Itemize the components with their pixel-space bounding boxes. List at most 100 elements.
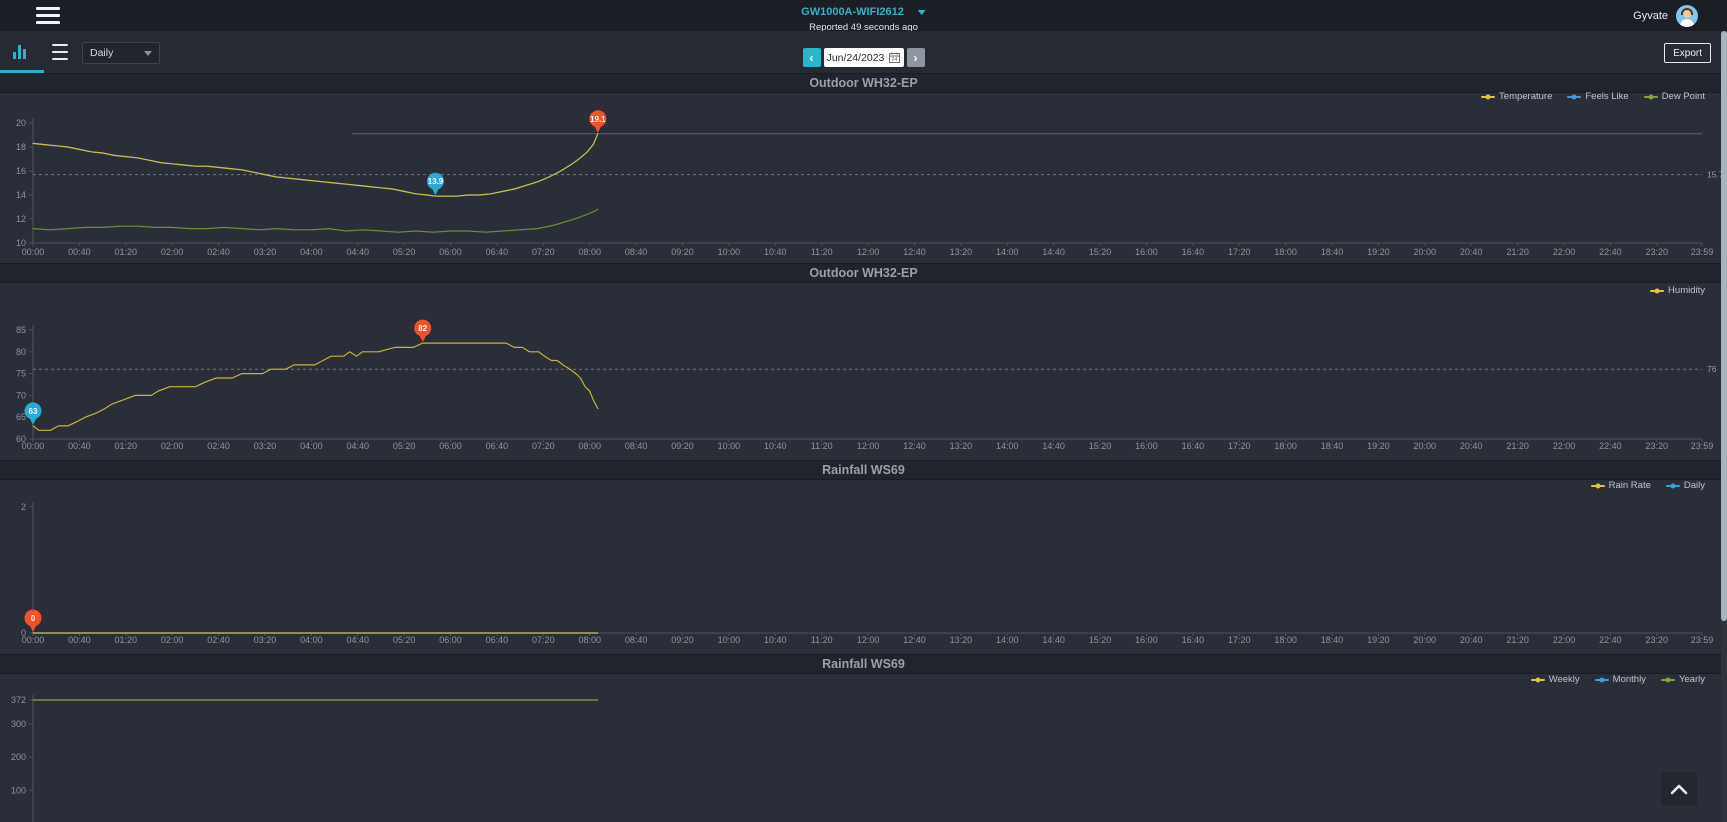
date-input[interactable]: Jun/24/2023 24 — [823, 48, 904, 67]
svg-text:14:40: 14:40 — [1042, 635, 1065, 645]
legend-item-weekly[interactable]: Weekly — [1530, 674, 1580, 685]
chart-title-temperature: Outdoor WH32-EP — [0, 73, 1727, 93]
legend-item-monthly[interactable]: Monthly — [1594, 674, 1646, 685]
period-select-value: Daily — [90, 47, 114, 59]
chart-toolbar: Daily ‹ Jun/24/2023 24 › Export — [0, 31, 1727, 74]
svg-text:02:00: 02:00 — [161, 247, 184, 257]
period-select[interactable]: Daily — [82, 42, 160, 64]
svg-text:16:00: 16:00 — [1135, 247, 1158, 257]
svg-text:11:20: 11:20 — [811, 635, 833, 645]
legend-item-dew-point[interactable]: Dew Point — [1643, 91, 1705, 102]
svg-text:07:20: 07:20 — [532, 635, 555, 645]
svg-text:70: 70 — [16, 390, 26, 400]
user-name[interactable]: Gyvate — [1633, 9, 1668, 22]
svg-text:06:40: 06:40 — [486, 635, 509, 645]
svg-text:04:00: 04:00 — [300, 247, 323, 257]
svg-text:02:40: 02:40 — [207, 441, 230, 451]
pin-max: 0 — [24, 609, 42, 632]
chart-legend: Temperature Feels Like Dew Point — [0, 91, 1705, 102]
svg-text:10:40: 10:40 — [764, 635, 787, 645]
scroll-to-top-button[interactable] — [1661, 772, 1697, 806]
svg-text:18:00: 18:00 — [1274, 247, 1297, 257]
svg-text:00:00: 00:00 — [22, 441, 45, 451]
svg-text:00:00: 00:00 — [22, 635, 45, 645]
svg-text:04:40: 04:40 — [346, 635, 369, 645]
avatar[interactable] — [1676, 4, 1698, 27]
reported-status: Reported 49 seconds ago — [809, 22, 918, 33]
legend-marker — [1481, 94, 1496, 99]
svg-text:11:20: 11:20 — [811, 441, 833, 451]
svg-text:16:40: 16:40 — [1182, 247, 1205, 257]
list-view-button[interactable] — [52, 44, 74, 60]
svg-text:21:20: 21:20 — [1506, 635, 1529, 645]
legend-label: Dew Point — [1661, 91, 1705, 102]
svg-text:16: 16 — [16, 166, 26, 176]
svg-text:20:00: 20:00 — [1414, 247, 1437, 257]
tab-charts[interactable] — [0, 31, 44, 73]
svg-text:10:00: 10:00 — [718, 247, 741, 257]
menu-hamburger-icon[interactable] — [36, 7, 60, 24]
svg-text:16:40: 16:40 — [1182, 441, 1205, 451]
svg-text:63: 63 — [29, 407, 38, 416]
svg-text:06:00: 06:00 — [439, 635, 462, 645]
caret-down-icon — [144, 50, 152, 56]
svg-text:23:59: 23:59 — [1691, 441, 1714, 451]
svg-text:12:40: 12:40 — [903, 441, 926, 451]
svg-text:16:00: 16:00 — [1135, 441, 1158, 451]
legend-marker — [1567, 94, 1582, 99]
svg-text:10:40: 10:40 — [764, 247, 787, 257]
svg-text:09:20: 09:20 — [671, 635, 694, 645]
svg-text:14:00: 14:00 — [996, 635, 1019, 645]
legend-item-feels-like[interactable]: Feels Like — [1567, 91, 1629, 102]
legend-label: Yearly — [1678, 674, 1705, 685]
svg-text:372: 372 — [11, 695, 26, 705]
svg-text:14:40: 14:40 — [1042, 441, 1065, 451]
scrollbar-thumb[interactable] — [1721, 31, 1727, 621]
svg-text:02:40: 02:40 — [207, 635, 230, 645]
svg-text:04:40: 04:40 — [346, 247, 369, 257]
svg-text:06:40: 06:40 — [486, 441, 509, 451]
export-button[interactable]: Export — [1664, 43, 1711, 63]
svg-text:00:40: 00:40 — [68, 247, 91, 257]
legend-label: Temperature — [1499, 91, 1553, 102]
legend-item-daily[interactable]: Daily — [1665, 480, 1705, 491]
top-navbar: GW1000A-WIFI2612 Reported 49 seconds ago… — [0, 0, 1727, 33]
legend-item-humidity[interactable]: Humidity — [1650, 285, 1705, 296]
svg-text:23:59: 23:59 — [1691, 247, 1714, 257]
svg-text:22:40: 22:40 — [1599, 247, 1622, 257]
svg-text:19.1: 19.1 — [590, 115, 606, 124]
svg-text:04:00: 04:00 — [300, 635, 323, 645]
date-next-button[interactable]: › — [906, 48, 925, 67]
svg-text:10: 10 — [16, 238, 26, 248]
svg-text:21:20: 21:20 — [1506, 247, 1529, 257]
svg-text:15.7: 15.7 — [1707, 170, 1724, 180]
legend-marker — [1530, 677, 1545, 682]
svg-text:05:20: 05:20 — [393, 441, 416, 451]
svg-text:22:00: 22:00 — [1553, 635, 1576, 645]
svg-text:22:40: 22:40 — [1599, 635, 1622, 645]
svg-text:01:20: 01:20 — [115, 247, 138, 257]
svg-text:14: 14 — [16, 190, 26, 200]
svg-text:10:40: 10:40 — [764, 441, 787, 451]
svg-text:08:00: 08:00 — [578, 247, 601, 257]
legend-marker — [1643, 94, 1658, 99]
date-prev-button[interactable]: ‹ — [802, 48, 821, 67]
svg-text:06:00: 06:00 — [439, 247, 462, 257]
svg-text:00:40: 00:40 — [68, 441, 91, 451]
svg-text:04:00: 04:00 — [300, 441, 323, 451]
device-selector[interactable]: GW1000A-WIFI2612 — [801, 5, 926, 19]
svg-text:14:00: 14:00 — [996, 247, 1019, 257]
svg-text:13:20: 13:20 — [950, 247, 973, 257]
chevron-up-icon — [1670, 784, 1688, 795]
svg-text:12:00: 12:00 — [857, 635, 880, 645]
legend-marker — [1650, 288, 1665, 293]
svg-text:0: 0 — [31, 614, 36, 623]
svg-text:22:00: 22:00 — [1553, 441, 1576, 451]
svg-text:17:20: 17:20 — [1228, 247, 1251, 257]
legend-item-rain-rate[interactable]: Rain Rate — [1590, 480, 1651, 491]
svg-text:12:00: 12:00 — [857, 247, 880, 257]
legend-item-temperature[interactable]: Temperature — [1481, 91, 1552, 102]
legend-item-yearly[interactable]: Yearly — [1660, 674, 1705, 685]
